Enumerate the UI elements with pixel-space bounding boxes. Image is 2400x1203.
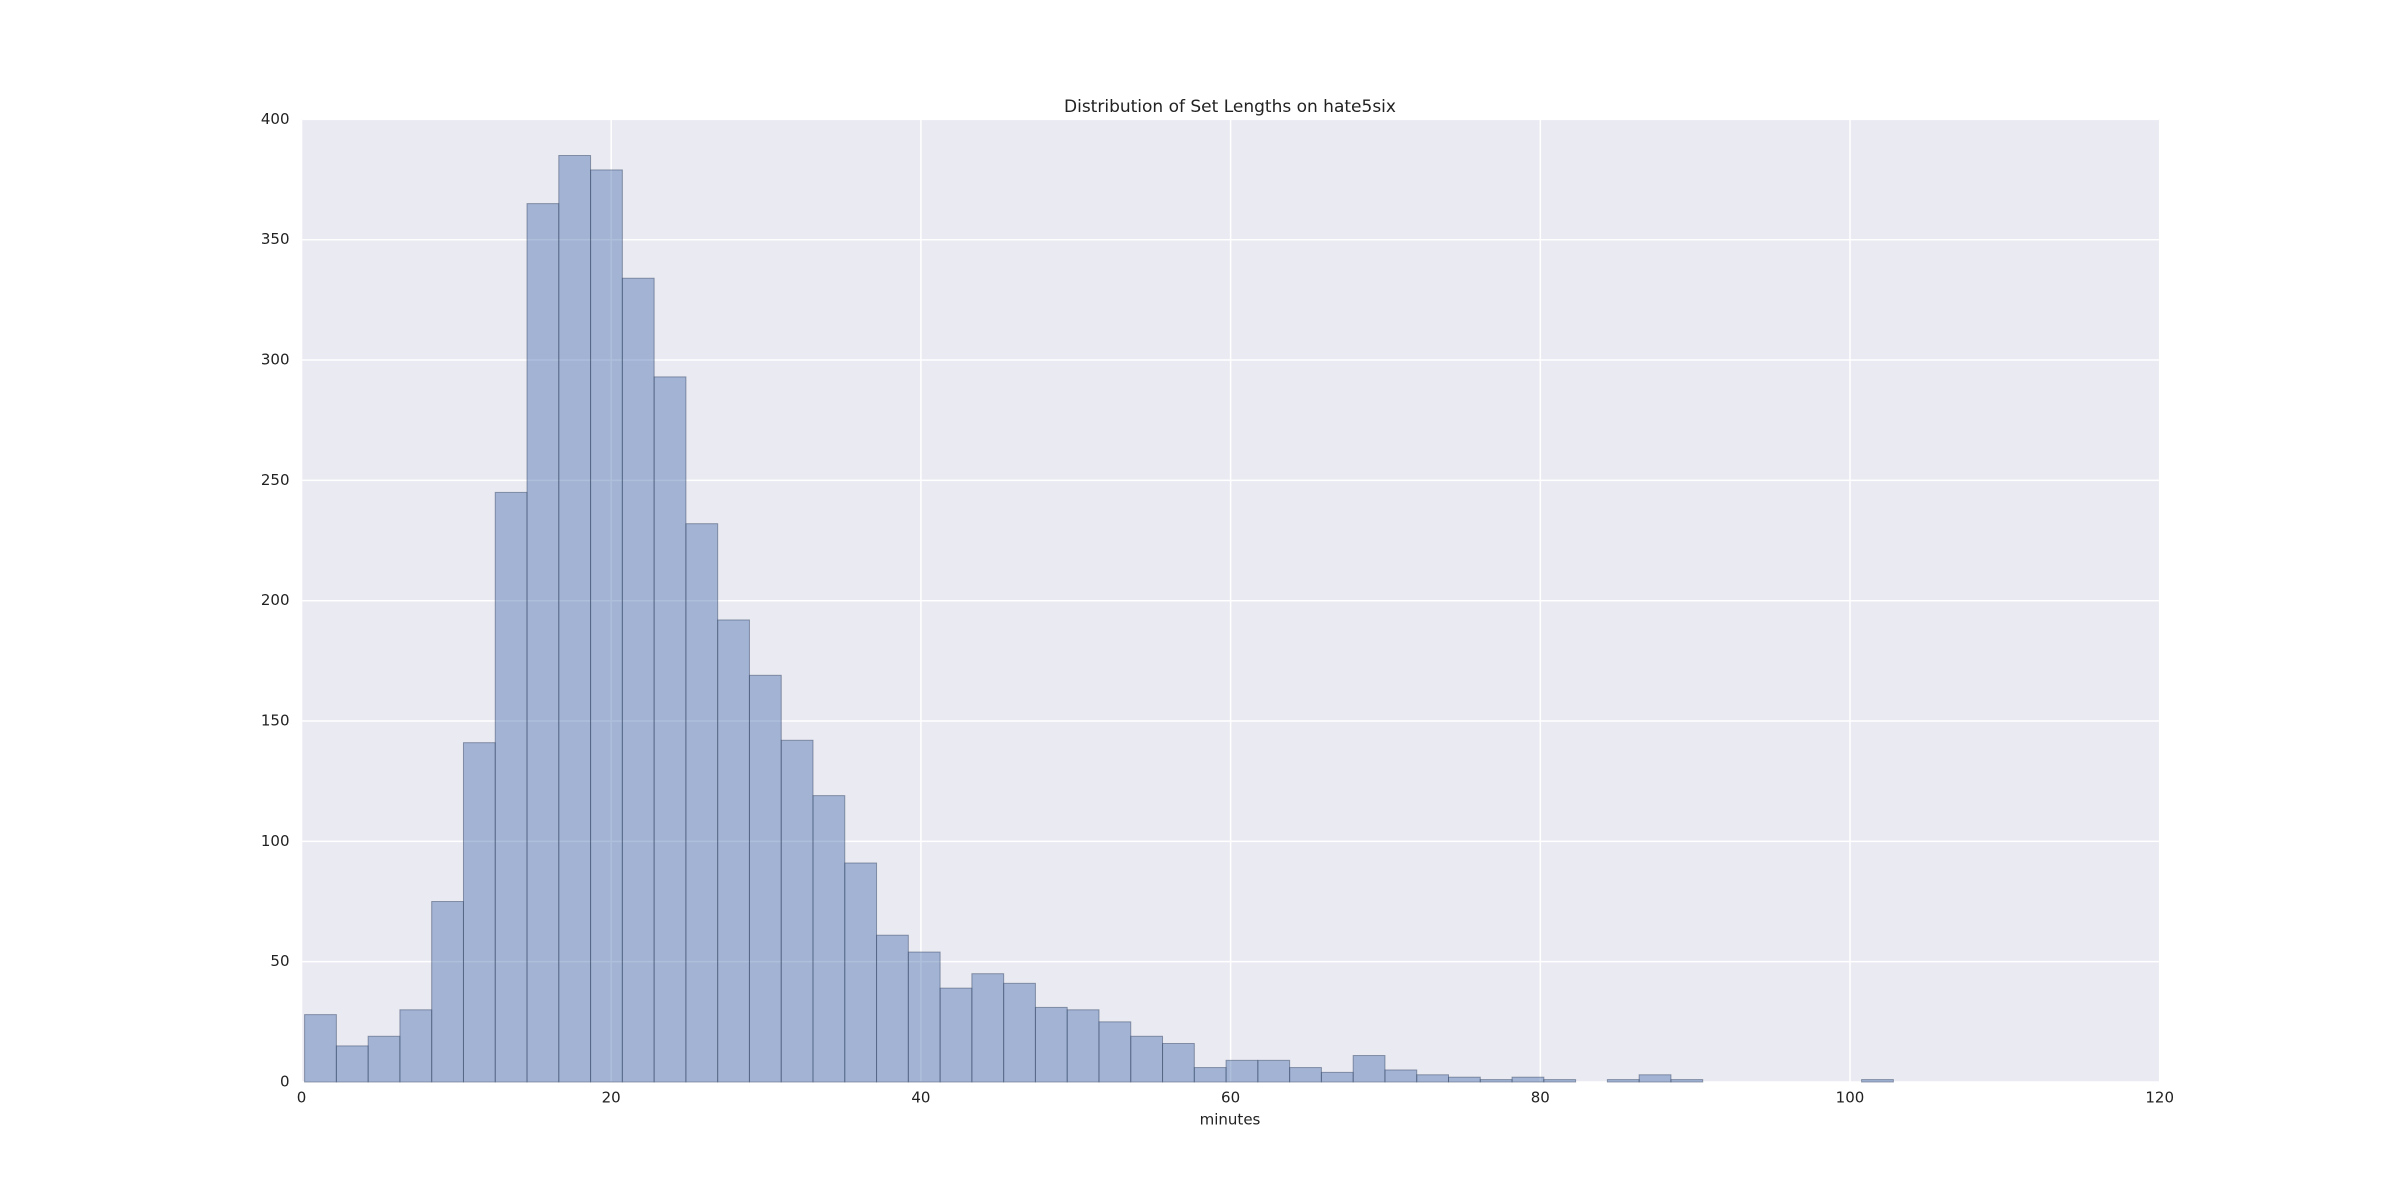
bar [1606, 1079, 1640, 1083]
bar [1352, 1055, 1386, 1083]
bar [494, 491, 528, 1083]
bar [558, 154, 592, 1083]
bar [590, 169, 623, 1083]
bar [876, 934, 909, 1083]
x-axis-label: minutes [1200, 1111, 1261, 1129]
bar [1670, 1079, 1704, 1083]
chart-title: Distribution of Set Lengths on hate5six [1064, 97, 1396, 117]
x-tick-label: 60 [1221, 1089, 1240, 1107]
y-tick-label: 200 [261, 591, 290, 609]
bar [685, 523, 719, 1083]
bar [1098, 1021, 1132, 1083]
bar [431, 901, 464, 1083]
bar [621, 277, 655, 1083]
y-tick-label: 250 [261, 471, 290, 489]
bar [1479, 1079, 1513, 1083]
bar [304, 1014, 337, 1083]
y-tick-label: 300 [261, 351, 290, 369]
y-tick-label: 50 [270, 952, 289, 970]
y-tick-label: 150 [261, 712, 290, 730]
x-tick-label: 100 [1836, 1089, 1865, 1107]
y-tick-label: 350 [261, 230, 290, 248]
bar [1448, 1076, 1481, 1083]
bar [1861, 1079, 1894, 1083]
y-tick-label: 400 [261, 110, 290, 128]
bar [971, 973, 1005, 1083]
bar [780, 739, 814, 1083]
x-tick-label: 80 [1531, 1089, 1550, 1107]
bar [1543, 1079, 1577, 1083]
bar [1511, 1076, 1545, 1083]
bar [1289, 1067, 1322, 1083]
x-tick-label: 20 [602, 1089, 621, 1107]
bar [1162, 1042, 1195, 1083]
bar [1638, 1074, 1672, 1083]
x-tick-label: 40 [911, 1089, 930, 1107]
bar [1225, 1059, 1259, 1083]
bar [748, 674, 782, 1083]
bar [399, 1009, 433, 1083]
bar [812, 795, 846, 1083]
bar [939, 987, 973, 1083]
bar [653, 376, 687, 1083]
bar [526, 203, 560, 1083]
y-tick-label: 100 [261, 832, 290, 850]
bar [1130, 1035, 1164, 1083]
bar [1320, 1071, 1354, 1083]
x-tick-label: 120 [2145, 1089, 2174, 1107]
bar [1257, 1059, 1291, 1083]
bar [1034, 1006, 1068, 1083]
bar [1193, 1067, 1227, 1083]
bar [367, 1035, 401, 1083]
bar [1066, 1009, 1100, 1083]
bar [462, 742, 496, 1083]
bar [1003, 982, 1036, 1083]
bar [907, 951, 941, 1083]
x-tick-label: 0 [297, 1089, 307, 1107]
bar [335, 1045, 369, 1083]
bar [1416, 1074, 1450, 1083]
bar [1384, 1069, 1418, 1083]
bar [717, 619, 750, 1083]
y-tick-label: 0 [280, 1073, 290, 1091]
bar [844, 862, 878, 1083]
